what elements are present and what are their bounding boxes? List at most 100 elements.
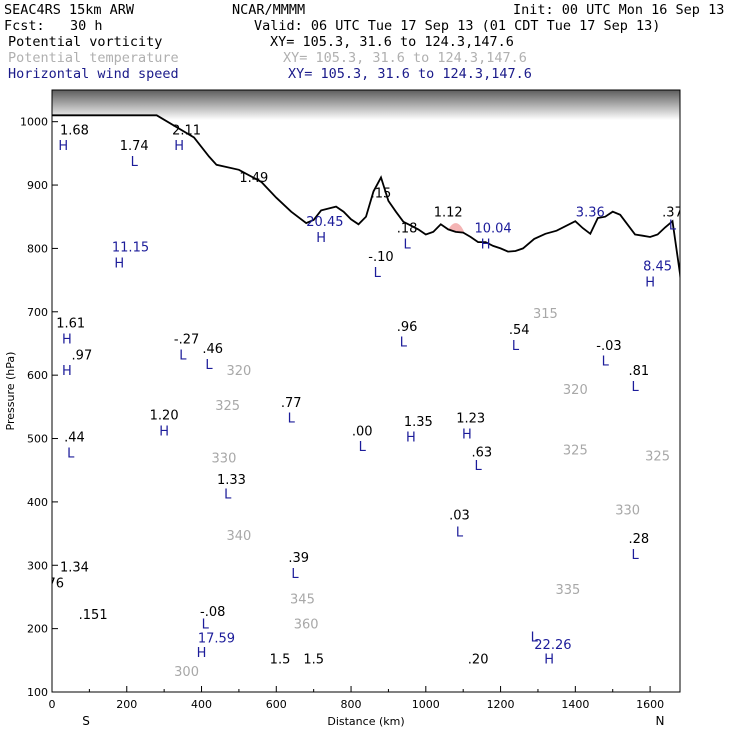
contour-label: L [531, 630, 539, 645]
terrain-line [52, 114, 680, 284]
x-end-label-right: N [656, 714, 665, 728]
contour-label: 1.23 [456, 412, 485, 427]
contour-label: .97 [72, 348, 93, 363]
x-tick-label: 800 [341, 698, 362, 711]
contour-label: 330 [212, 452, 237, 467]
contour-label: 325 [215, 399, 240, 414]
contour-label: 330 [615, 504, 640, 519]
contour-label: L [224, 488, 232, 503]
y-tick-label: 900 [27, 179, 48, 192]
contour-label: .15 [371, 187, 392, 202]
contour-label: 1.68 [60, 123, 89, 138]
contour-label: H [544, 652, 554, 667]
x-axis-title: Distance (km) [327, 715, 404, 728]
contour-label: 10.04 [474, 222, 511, 237]
contour-label: .37 [662, 206, 683, 221]
contour-label: .00 [352, 424, 373, 439]
contour-label: 1.12 [434, 206, 463, 221]
x-tick-label: 400 [191, 698, 212, 711]
forecast-label: Fcst: [4, 18, 45, 34]
contour-label: H [462, 428, 472, 443]
contour-label: .18 [397, 222, 418, 237]
contour-label: .54 [509, 323, 530, 338]
contour-lines-layer [52, 114, 680, 692]
center-label: NCAR/MMMM [232, 2, 306, 18]
contour-label: L [374, 266, 382, 281]
contour-label: 11.15 [112, 241, 149, 256]
contour-label: H [62, 364, 72, 379]
field-name-wind: Horizontal wind speed [8, 66, 179, 82]
contour-label: L [205, 358, 213, 373]
valid-time: Valid: 06 UTC Tue 17 Sep 13 (01 CDT Tue … [254, 18, 661, 34]
contour-label: 360 [294, 618, 319, 633]
y-axis-title: Pressure (hPa) [4, 352, 17, 431]
contour-label: H [316, 231, 326, 246]
y-tick-label: 100 [27, 686, 48, 699]
contour-label: 1.20 [150, 409, 179, 424]
contour-label: L [632, 548, 640, 563]
x-end-label-left: S [82, 714, 90, 728]
contour-label: 1.33 [217, 473, 246, 488]
contour-label: 315 [533, 307, 558, 322]
contour-label: 325 [563, 443, 588, 458]
contour-label: -.10 [368, 250, 393, 265]
contour-label: .63 [472, 445, 493, 460]
contour-label: 17.59 [198, 632, 235, 647]
contour-label: L [669, 218, 677, 233]
plot-frame [51, 89, 681, 693]
contour-label: L [131, 155, 139, 170]
y-tick-label: 1000 [20, 116, 48, 129]
contour-label: H [406, 431, 416, 446]
annotations-layer: H17.59L-.081.5 1.5L.39L.03L.20 H22.26L.28L… [47, 123, 683, 680]
contour-label: H [197, 646, 207, 661]
contour-label: .77 [281, 396, 302, 411]
contour-label: 320 [226, 364, 251, 379]
forecast-hours: 30 h [70, 18, 103, 34]
contour-label: L [202, 618, 210, 633]
contour-label: L [456, 526, 464, 541]
contour-label: 22.26 [534, 638, 571, 653]
contour-label: H [62, 332, 72, 347]
contour-label: L [403, 237, 411, 252]
contour-label: 335 [555, 583, 580, 598]
contour-label: H [174, 139, 184, 154]
contour-label: .20 [468, 652, 489, 667]
contour-label: -.08 [200, 605, 225, 620]
y-tick-label: 700 [27, 306, 48, 319]
contour-label: 1.35 [404, 415, 433, 430]
x-tick-label: 1600 [636, 698, 664, 711]
contour-label: .39 [288, 551, 309, 566]
contour-label: L [512, 339, 520, 354]
contour-label: 1.5 [303, 652, 324, 667]
contour-label: -.03 [596, 339, 621, 354]
contour-label: .96 [397, 320, 418, 335]
y-tick-label: 800 [27, 242, 48, 255]
contour-label: L [67, 447, 75, 462]
contour-label: .28 [629, 532, 650, 547]
y-tick-label: 200 [27, 623, 48, 636]
contour-label: L [291, 567, 299, 582]
field-xy-theta: XY= 105.3, 31.6 to 124.3,147.6 [283, 50, 527, 66]
x-tick-label: 0 [49, 698, 56, 711]
contour-label: L [400, 336, 408, 351]
x-tick-label: 1000 [412, 698, 440, 711]
contour-label: H [159, 424, 169, 439]
contour-label: 1.74 [120, 139, 149, 154]
contour-label: L [359, 440, 367, 455]
contour-label: 2.11 [172, 123, 201, 138]
model-title: SEAC4RS 15km ARW [4, 2, 135, 18]
contour-label: 20.45 [306, 215, 343, 230]
y-tick-label: 600 [27, 369, 48, 382]
contour-label: 76 [47, 576, 64, 591]
init-time: Init: 00 UTC Mon 16 Sep 13 [513, 2, 725, 18]
contour-label: 320 [563, 383, 588, 398]
contour-label: H [58, 139, 68, 154]
contour-label: .151 [79, 608, 108, 623]
contour-label: .46 [202, 342, 223, 357]
contour-label: .81 [629, 364, 650, 379]
terrain-fill [52, 115, 680, 692]
contour-label: L [288, 412, 296, 427]
x-tick-label: 1400 [561, 698, 589, 711]
contour-label: 1.34 [60, 561, 89, 576]
